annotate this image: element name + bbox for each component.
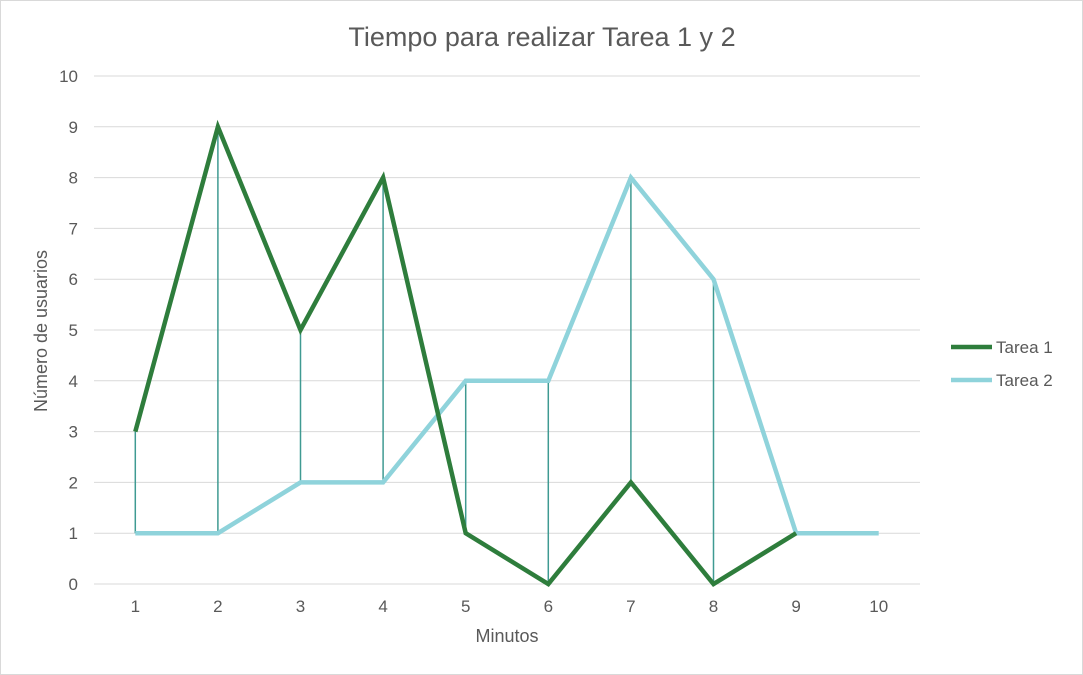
- y-tick-label: 9: [69, 118, 78, 137]
- y-tick-label: 5: [69, 321, 78, 340]
- x-axis-label: Minutos: [475, 626, 538, 646]
- x-tick-label: 9: [791, 597, 800, 616]
- x-tick-label: 8: [709, 597, 718, 616]
- chart-title: Tiempo para realizar Tarea 1 y 2: [348, 22, 735, 52]
- series-line-tarea-1: [133, 119, 798, 587]
- x-tick-label: 1: [131, 597, 140, 616]
- legend-label: Tarea 2: [996, 371, 1053, 390]
- x-tick-label: 6: [544, 597, 553, 616]
- legend: Tarea 1 Tarea 2: [951, 338, 1053, 390]
- x-tick-label: 3: [296, 597, 305, 616]
- legend-label: Tarea 1: [996, 338, 1053, 357]
- series-lines: [133, 119, 879, 587]
- gridlines: [94, 75, 920, 585]
- y-tick-label: 4: [69, 372, 78, 391]
- y-tick-label: 1: [69, 524, 78, 543]
- y-tick-label: 0: [69, 575, 78, 594]
- y-axis-label: Número de usuarios: [31, 250, 51, 412]
- y-tick-label: 3: [69, 423, 78, 442]
- x-tick-label: 10: [869, 597, 888, 616]
- x-axis-ticks: 1 2 3 4 5 6 7 8 9 10: [131, 597, 889, 616]
- x-tick-label: 2: [213, 597, 222, 616]
- y-tick-label: 8: [69, 169, 78, 188]
- series-line-tarea-2: [135, 173, 879, 536]
- y-tick-label: 7: [69, 219, 78, 238]
- drop-lines: [134, 126, 715, 584]
- x-tick-label: 5: [461, 597, 470, 616]
- y-tick-label: 6: [69, 270, 78, 289]
- y-tick-label: 10: [59, 67, 78, 86]
- x-tick-label: 7: [626, 597, 635, 616]
- y-tick-label: 2: [69, 473, 78, 492]
- y-axis-ticks: 0 1 2 3 4 5 6 7 8 9 10: [59, 67, 78, 594]
- x-tick-label: 4: [378, 597, 387, 616]
